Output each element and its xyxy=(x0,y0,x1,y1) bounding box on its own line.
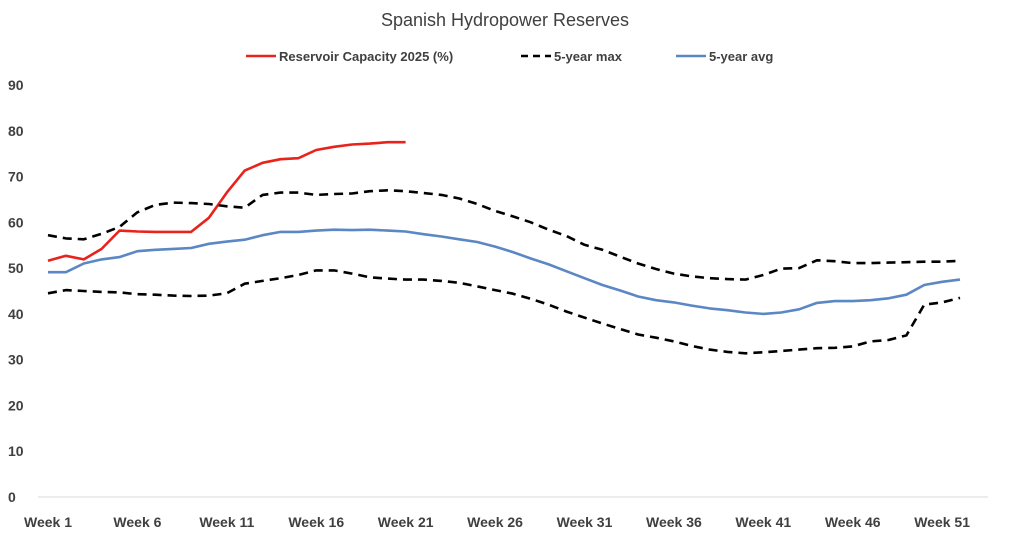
x-tick-label: Week 31 xyxy=(557,514,613,530)
plot-area xyxy=(47,140,961,355)
y-tick-label: 20 xyxy=(8,397,24,413)
series-line-5-year-max xyxy=(47,189,961,281)
x-tick-label: Week 51 xyxy=(914,514,970,530)
x-axis: Week 1 Week 6 Week 11 Week 16 Week 21 Week 26… xyxy=(24,496,988,530)
x-tick-label: Week 1 xyxy=(24,514,72,530)
x-tick-label: Week 41 xyxy=(735,514,791,530)
y-tick-label: 60 xyxy=(8,214,24,230)
y-tick-label: 80 xyxy=(8,123,24,139)
legend-item-5-year-max: 5-year max xyxy=(521,49,623,64)
legend-label: Reservoir Capacity 2025 (%) xyxy=(279,49,453,64)
x-tick-label: Week 16 xyxy=(288,514,344,530)
y-tick-label: 0 xyxy=(8,489,16,505)
chart-title: Spanish Hydropower Reserves xyxy=(381,10,629,30)
series-line-5-year-avg xyxy=(48,228,961,316)
y-tick-label: 40 xyxy=(8,306,24,322)
legend-item-reservoir-capacity-2025: Reservoir Capacity 2025 (%) xyxy=(246,49,453,64)
x-tick-label: Week 6 xyxy=(113,514,161,530)
y-axis: 0 10 20 30 40 50 60 70 80 90 xyxy=(8,77,24,505)
legend-label: 5-year avg xyxy=(709,49,773,64)
series-line-reservoir-capacity-2025 xyxy=(47,140,406,263)
x-tick-label: Week 26 xyxy=(467,514,523,530)
legend: Reservoir Capacity 2025 (%) 5-year max 5-y… xyxy=(246,49,773,64)
y-tick-label: 90 xyxy=(8,77,24,93)
legend-item-5-year-avg: 5-year avg xyxy=(676,49,773,64)
series-line-5-year-min xyxy=(47,269,961,355)
x-tick-label: Week 46 xyxy=(825,514,881,530)
x-tick-label: Week 21 xyxy=(378,514,434,530)
x-tick-label: Week 11 xyxy=(199,514,254,530)
y-tick-label: 10 xyxy=(8,443,24,459)
x-tick-label: Week 36 xyxy=(646,514,702,530)
y-tick-label: 70 xyxy=(8,169,24,185)
legend-label: 5-year max xyxy=(554,49,623,64)
y-tick-label: 30 xyxy=(8,352,24,368)
y-tick-label: 50 xyxy=(8,260,24,276)
